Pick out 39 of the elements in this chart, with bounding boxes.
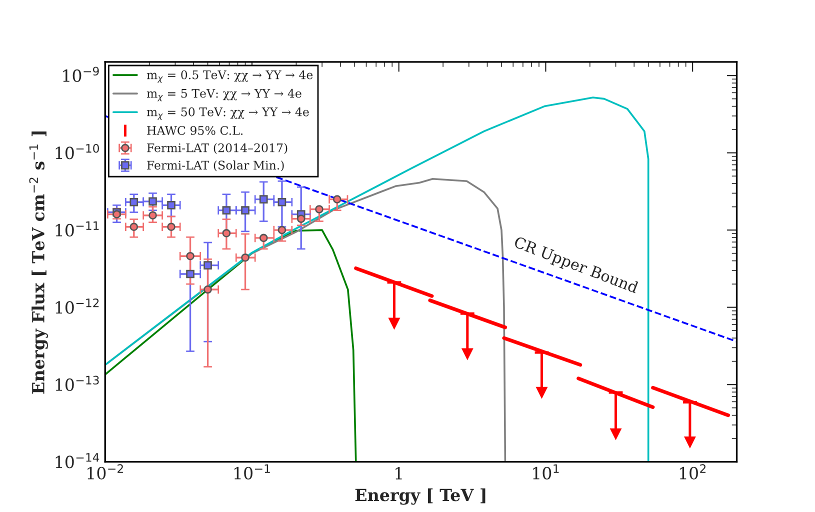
point	[167, 201, 176, 210]
legend-label: Fermi-LAT (Solar Min.)	[147, 160, 284, 172]
x-tick-label: 10$^{−1}$	[234, 464, 270, 480]
x-tick-label: 1	[396, 466, 402, 480]
x-tick-label: 10$^{1}$	[533, 464, 559, 480]
legend-label: m$_{χ}$ = 0.5 TeV: χχ → YY → 4e	[146, 70, 313, 83]
point	[296, 214, 306, 223]
point	[130, 222, 138, 232]
point	[167, 222, 176, 232]
point	[241, 253, 250, 262]
point	[278, 198, 286, 206]
y-tick-label: 10$^{−9}$	[63, 66, 99, 82]
y-tick-label: 10$^{−12}$	[56, 298, 99, 314]
point	[186, 252, 194, 260]
point	[259, 234, 268, 242]
x-axis-title: Energy [ TeV ]	[355, 488, 486, 505]
point	[130, 198, 138, 206]
legend-label: m$_{χ}$ = 50 TeV: χχ → YY → 4e	[146, 107, 309, 120]
point	[332, 195, 342, 204]
point	[259, 195, 268, 204]
y-tick-label: 10$^{−13}$	[56, 376, 99, 392]
point	[148, 211, 157, 220]
point	[241, 206, 250, 215]
y-axis-title: Energy Flux [ TeV cm$^{−2}$ s$^{−1}$ ]	[29, 131, 48, 394]
point	[278, 226, 286, 234]
y-tick-label: 10$^{−10}$	[56, 144, 99, 160]
legend-label: HAWC 95% C.L.	[147, 126, 243, 135]
legend-label: Fermi-LAT (2014–2017)	[147, 143, 288, 154]
x-tick-label: 10$^{−2}$	[88, 464, 123, 480]
y-tick-label: 10$^{−11}$	[56, 221, 99, 237]
point	[186, 270, 194, 278]
point	[148, 197, 157, 206]
point	[204, 261, 212, 270]
point	[315, 205, 324, 214]
legend-label: m$_{χ}$ = 5 TeV: χχ → YY → 4e	[146, 88, 302, 102]
point	[204, 285, 212, 294]
point	[222, 229, 231, 238]
point	[222, 206, 231, 215]
x-tick-label: 10$^{2}$	[680, 464, 706, 480]
